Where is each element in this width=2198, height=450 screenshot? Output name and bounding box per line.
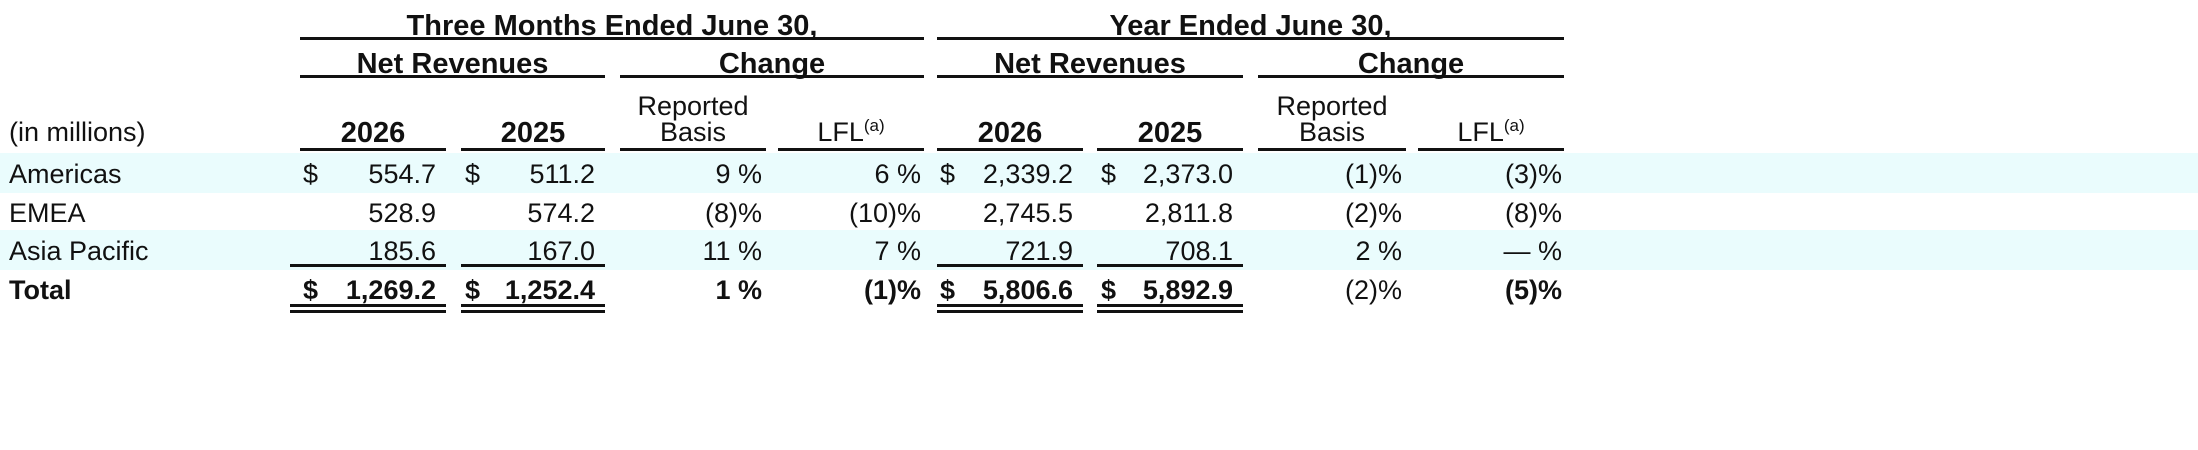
- col-reported-line1-y: Reported: [1276, 91, 1388, 121]
- cell-americas-q-lfl: 6 %: [874, 159, 921, 189]
- row-label-emea: EMEA: [9, 198, 86, 228]
- rule-change-q: [620, 75, 924, 78]
- group-header-change-y: Change: [1357, 48, 1465, 80]
- currency-symbol: $: [1101, 275, 1117, 305]
- cell-total-y-reported: (2)%: [1344, 275, 1402, 305]
- currency-symbol: $: [303, 159, 319, 189]
- row-band-americas: [0, 153, 2198, 193]
- rule-col-lfl-y: [1418, 148, 1564, 151]
- double-rule-top-q2026: [290, 304, 446, 307]
- rule-col-2025-q: [461, 148, 605, 151]
- cell-asia-q2025: 167.0: [527, 236, 595, 266]
- col-2026-q: 2026: [340, 117, 406, 149]
- col-lfl-q: LFL(a): [778, 117, 924, 148]
- cell-emea-y2026: 2,745.5: [982, 198, 1073, 228]
- cell-total-y2026: 5,806.6: [982, 275, 1073, 305]
- rule-three-months: [300, 37, 924, 40]
- cell-asia-y-lfl: — %: [1503, 236, 1562, 266]
- double-rule-bottom-q2025: [461, 310, 605, 313]
- row-label-asia-pacific: Asia Pacific: [9, 236, 149, 266]
- group-header-net-revenues-q: Net Revenues: [356, 48, 549, 80]
- cell-asia-y2026: 721.9: [1005, 236, 1073, 266]
- cell-asia-y2025: 708.1: [1165, 236, 1233, 266]
- cell-emea-q-lfl: (10)%: [848, 198, 921, 228]
- cell-emea-q-reported: (8)%: [704, 198, 762, 228]
- rule-net-revenues-q: [300, 75, 605, 78]
- currency-symbol: $: [465, 275, 481, 305]
- subtotal-rule-y2026: [937, 264, 1083, 267]
- col-reported-line2-y: Basis: [1298, 117, 1366, 147]
- cell-americas-y-reported: (1)%: [1344, 159, 1402, 189]
- cell-total-q-lfl: (1)%: [863, 275, 921, 305]
- col-2025-y: 2025: [1137, 117, 1203, 149]
- col-lfl-text: LFL: [817, 117, 864, 147]
- subtotal-rule-q2026: [290, 264, 446, 267]
- cell-asia-y-reported: 2 %: [1355, 236, 1402, 266]
- double-rule-bottom-y2026: [937, 310, 1083, 313]
- row-label-americas: Americas: [9, 159, 122, 189]
- cell-total-q2026: 1,269.2: [345, 275, 436, 305]
- cell-emea-q2026: 528.9: [368, 198, 436, 228]
- row-label-total: Total: [9, 275, 72, 305]
- double-rule-top-y2025: [1097, 304, 1243, 307]
- currency-symbol: $: [303, 275, 319, 305]
- currency-symbol: $: [940, 159, 956, 189]
- cell-total-y-lfl: (5)%: [1504, 275, 1562, 305]
- col-2026-y: 2026: [977, 117, 1043, 149]
- rule-col-2025-y: [1097, 148, 1243, 151]
- group-header-change-q: Change: [718, 48, 826, 80]
- rule-col-reported-q: [620, 148, 766, 151]
- double-rule-bottom-y2025: [1097, 310, 1243, 313]
- cell-asia-q-reported: 11 %: [702, 236, 762, 266]
- cell-total-q2025: 1,252.4: [504, 275, 595, 305]
- col-reported-line2-q: Basis: [659, 117, 727, 147]
- currency-symbol: $: [1101, 159, 1117, 189]
- cell-americas-y2025: 2,373.0: [1142, 159, 1233, 189]
- cell-americas-q2025: 511.2: [529, 159, 595, 189]
- lfl-footnote-marker: (a): [1503, 116, 1525, 135]
- cell-emea-y-reported: (2)%: [1344, 198, 1402, 228]
- cell-americas-y-lfl: (3)%: [1504, 159, 1562, 189]
- cell-total-q-reported: 1 %: [715, 275, 762, 305]
- double-rule-top-q2025: [461, 304, 605, 307]
- period-header-three-months: Three Months Ended June 30,: [406, 10, 818, 42]
- group-header-net-revenues-y: Net Revenues: [994, 48, 1186, 80]
- row-band-asia-pacific: [0, 230, 2198, 270]
- currency-symbol: $: [940, 275, 956, 305]
- double-rule-top-y2026: [937, 304, 1083, 307]
- col-2025-q: 2025: [500, 117, 566, 149]
- cell-emea-q2025: 574.2: [527, 198, 595, 228]
- col-lfl-text: LFL: [1457, 117, 1504, 147]
- rule-year: [937, 37, 1564, 40]
- rule-change-y: [1258, 75, 1564, 78]
- rule-col-2026-y: [937, 148, 1083, 151]
- subtotal-rule-y2025: [1097, 264, 1243, 267]
- lfl-footnote-marker: (a): [863, 116, 885, 135]
- cell-emea-y-lfl: (8)%: [1504, 198, 1562, 228]
- units-label: (in millions): [9, 117, 146, 147]
- cell-asia-q-lfl: 7 %: [874, 236, 921, 266]
- cell-americas-q2026: 554.7: [368, 159, 436, 189]
- double-rule-bottom-q2026: [290, 310, 446, 313]
- col-lfl-y: LFL(a): [1418, 117, 1564, 148]
- period-header-year: Year Ended June 30,: [1109, 10, 1392, 42]
- subtotal-rule-q2025: [461, 264, 605, 267]
- rule-col-lfl-q: [778, 148, 924, 151]
- currency-symbol: $: [465, 159, 481, 189]
- cell-americas-q-reported: 9 %: [715, 159, 762, 189]
- rule-net-revenues-y: [937, 75, 1243, 78]
- cell-americas-y2026: 2,339.2: [982, 159, 1073, 189]
- rule-col-reported-y: [1258, 148, 1406, 151]
- cell-asia-q2026: 185.6: [368, 236, 436, 266]
- cell-total-y2025: 5,892.9: [1142, 275, 1233, 305]
- cell-emea-y2025: 2,811.8: [1144, 198, 1233, 228]
- col-reported-line1-q: Reported: [637, 91, 749, 121]
- rule-col-2026-q: [300, 148, 446, 151]
